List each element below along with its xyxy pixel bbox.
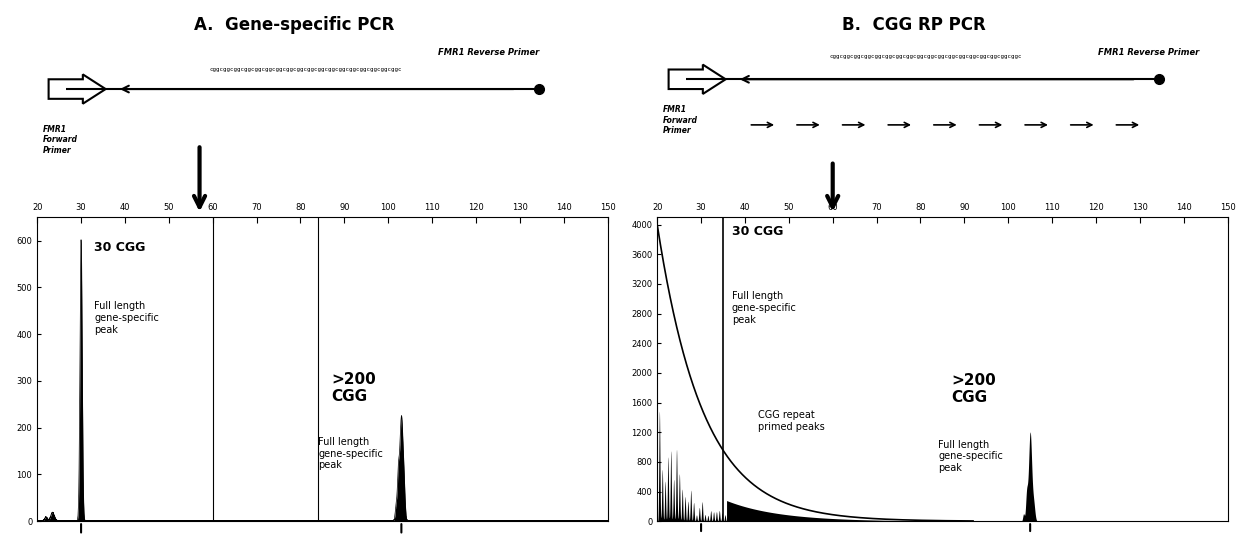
- Text: 30 CGG: 30 CGG: [94, 241, 145, 254]
- Text: Full length
gene-specific
peak: Full length gene-specific peak: [94, 301, 159, 334]
- Text: FMR1 Reverse Primer: FMR1 Reverse Primer: [1097, 48, 1199, 58]
- Text: B.  CGG RP PCR: B. CGG RP PCR: [842, 16, 986, 34]
- Text: A.  Gene-specific PCR: A. Gene-specific PCR: [193, 16, 394, 34]
- Text: FMR1
Forward
Primer: FMR1 Forward Primer: [43, 125, 78, 155]
- Text: >200
CGG: >200 CGG: [331, 371, 376, 404]
- FancyArrow shape: [668, 65, 725, 94]
- Text: FMR1 Reverse Primer: FMR1 Reverse Primer: [438, 48, 539, 58]
- Text: cggcggcggcggcggcggcggcggcggcggcggcggcggcggcggcggcggcggc: cggcggcggcggcggcggcggcggcggcggcggcggcggc…: [210, 67, 402, 72]
- Text: CGG repeat
primed peaks: CGG repeat primed peaks: [758, 410, 825, 432]
- Text: FMR1
Forward
Primer: FMR1 Forward Primer: [663, 105, 698, 135]
- Text: Full length
gene-specific
peak: Full length gene-specific peak: [732, 292, 796, 325]
- FancyArrow shape: [48, 74, 105, 104]
- Text: >200
CGG: >200 CGG: [951, 373, 996, 405]
- Text: cggcggcggcggcggcggcggcggcggcggcggcggcggcggcggcggcggcggc: cggcggcggcggcggcggcggcggcggcggcggcggcggc…: [830, 54, 1022, 59]
- Text: Full length
gene-specific
peak: Full length gene-specific peak: [317, 437, 383, 470]
- Text: 30 CGG: 30 CGG: [732, 225, 784, 238]
- Text: Full length
gene-specific
peak: Full length gene-specific peak: [937, 440, 1003, 473]
